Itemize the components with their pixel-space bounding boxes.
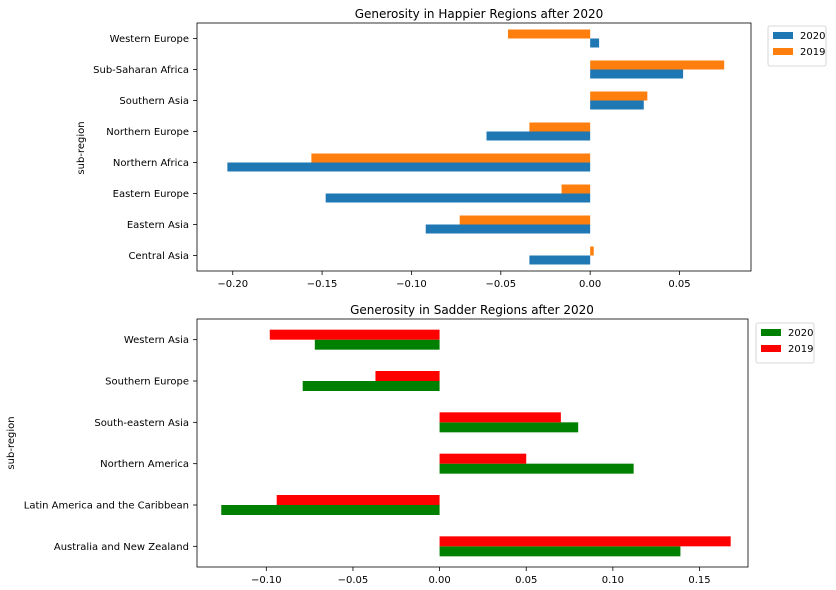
x-tick-label: −0.20 bbox=[217, 279, 248, 290]
bar-2020-northern-africa bbox=[227, 162, 591, 172]
bar-2020-central-asia bbox=[529, 255, 591, 265]
y-tick-label: Southern Europe bbox=[105, 377, 189, 388]
x-tick-label: 0.00 bbox=[428, 575, 450, 586]
bar-2020-eastern-asia bbox=[425, 224, 591, 234]
bar-2020-northern-america bbox=[439, 463, 634, 474]
legend: 2020 2019 bbox=[767, 25, 827, 67]
legend-label-2020: 2020 bbox=[788, 328, 813, 339]
bar-2020-eastern-europe bbox=[325, 193, 591, 203]
y-tick-label: Eastern Europe bbox=[113, 189, 189, 200]
bar-2019-western-europe bbox=[507, 29, 591, 39]
legend-label-2019: 2019 bbox=[788, 344, 813, 355]
y-tick-label: Latin America and the Caribbean bbox=[24, 501, 189, 512]
chart-sadder-regions: Generosity in Sadder Regions after 2020 … bbox=[6, 303, 815, 586]
bar-2019-australia-and-new-zealand bbox=[439, 536, 731, 547]
bar-2020-south-eastern-asia bbox=[439, 422, 579, 433]
bar-2020-northern-europe bbox=[486, 131, 591, 141]
y-tick-label: South-eastern Asia bbox=[94, 418, 189, 429]
bars-layer bbox=[227, 29, 725, 265]
bar-2019-northern-europe bbox=[529, 122, 591, 132]
bar-2019-northern-america bbox=[439, 453, 527, 464]
bar-2020-sub-saharan-africa bbox=[590, 69, 684, 79]
bar-2019-sub-saharan-africa bbox=[590, 60, 725, 70]
legend: 2020 2019 bbox=[755, 322, 815, 364]
legend-swatch-2020 bbox=[773, 32, 793, 39]
x-tick-label: −0.05 bbox=[338, 575, 369, 586]
chart-title: Generosity in Sadder Regions after 2020 bbox=[350, 303, 594, 317]
y-ticks: Central Asia Eastern Asia Eastern Europe No… bbox=[93, 34, 197, 262]
y-ticks: Australia and New Zealand Latin America a… bbox=[24, 335, 197, 553]
legend-label-2020: 2020 bbox=[800, 31, 825, 42]
x-tick-label: 0.05 bbox=[515, 575, 537, 586]
y-tick-label: Sub-Saharan Africa bbox=[93, 65, 189, 76]
bar-2019-southern-europe bbox=[375, 371, 440, 381]
y-tick-label: Northern Europe bbox=[106, 127, 189, 138]
x-tick-label: −0.10 bbox=[251, 575, 282, 586]
plot-frame bbox=[196, 318, 749, 568]
bar-2019-western-asia bbox=[269, 329, 440, 340]
plot-frame bbox=[196, 22, 752, 272]
y-tick-label: Eastern Asia bbox=[127, 220, 189, 231]
y-axis-label: sub-region bbox=[6, 416, 17, 469]
bar-2020-australia-and-new-zealand bbox=[439, 546, 681, 557]
y-tick-label: Western Asia bbox=[124, 335, 189, 346]
x-tick-label: −0.15 bbox=[307, 279, 338, 290]
bar-2020-southern-asia bbox=[590, 100, 644, 110]
x-tick-label: 0.00 bbox=[579, 279, 601, 290]
bars-layer bbox=[221, 329, 731, 557]
bar-2019-northern-africa bbox=[311, 153, 591, 163]
legend-swatch-2019 bbox=[773, 48, 793, 55]
bar-2019-eastern-europe bbox=[561, 184, 591, 194]
bar-2019-south-eastern-asia bbox=[439, 412, 561, 423]
x-ticks: −0.10 −0.05 0.00 0.05 0.10 0.15 bbox=[251, 567, 711, 586]
legend-swatch-2019 bbox=[761, 345, 781, 352]
bar-2020-southern-europe bbox=[302, 381, 440, 391]
x-tick-label: −0.05 bbox=[485, 279, 516, 290]
y-axis-label: sub-region bbox=[76, 121, 87, 174]
chart-title: Generosity in Happier Regions after 2020 bbox=[355, 7, 604, 21]
chart-happier-regions: Generosity in Happier Regions after 2020… bbox=[76, 7, 827, 290]
y-tick-label: Northern Africa bbox=[113, 158, 189, 169]
bar-2019-southern-asia bbox=[590, 91, 648, 101]
y-tick-label: Australia and New Zealand bbox=[54, 542, 189, 553]
bar-2019-central-asia bbox=[590, 246, 594, 256]
y-tick-label: Western Europe bbox=[110, 34, 189, 45]
x-tick-label: 0.10 bbox=[602, 575, 624, 586]
x-ticks: −0.20 −0.15 −0.10 −0.05 0.00 0.05 bbox=[217, 271, 691, 290]
bar-2020-western-europe bbox=[590, 38, 600, 48]
legend-label-2019: 2019 bbox=[800, 47, 825, 58]
bar-2020-latin-america-and-the-caribbean bbox=[221, 505, 440, 515]
bar-2020-western-asia bbox=[314, 339, 440, 350]
legend-swatch-2020 bbox=[761, 329, 781, 336]
y-tick-label: Central Asia bbox=[128, 251, 189, 262]
bar-2019-eastern-asia bbox=[459, 215, 591, 225]
bar-2019-latin-america-and-the-caribbean bbox=[276, 495, 440, 505]
y-tick-label: Southern Asia bbox=[119, 96, 189, 107]
x-tick-label: 0.15 bbox=[688, 575, 710, 586]
x-tick-label: −0.10 bbox=[396, 279, 427, 290]
x-tick-label: 0.05 bbox=[668, 279, 690, 290]
y-tick-label: Northern America bbox=[100, 459, 189, 470]
